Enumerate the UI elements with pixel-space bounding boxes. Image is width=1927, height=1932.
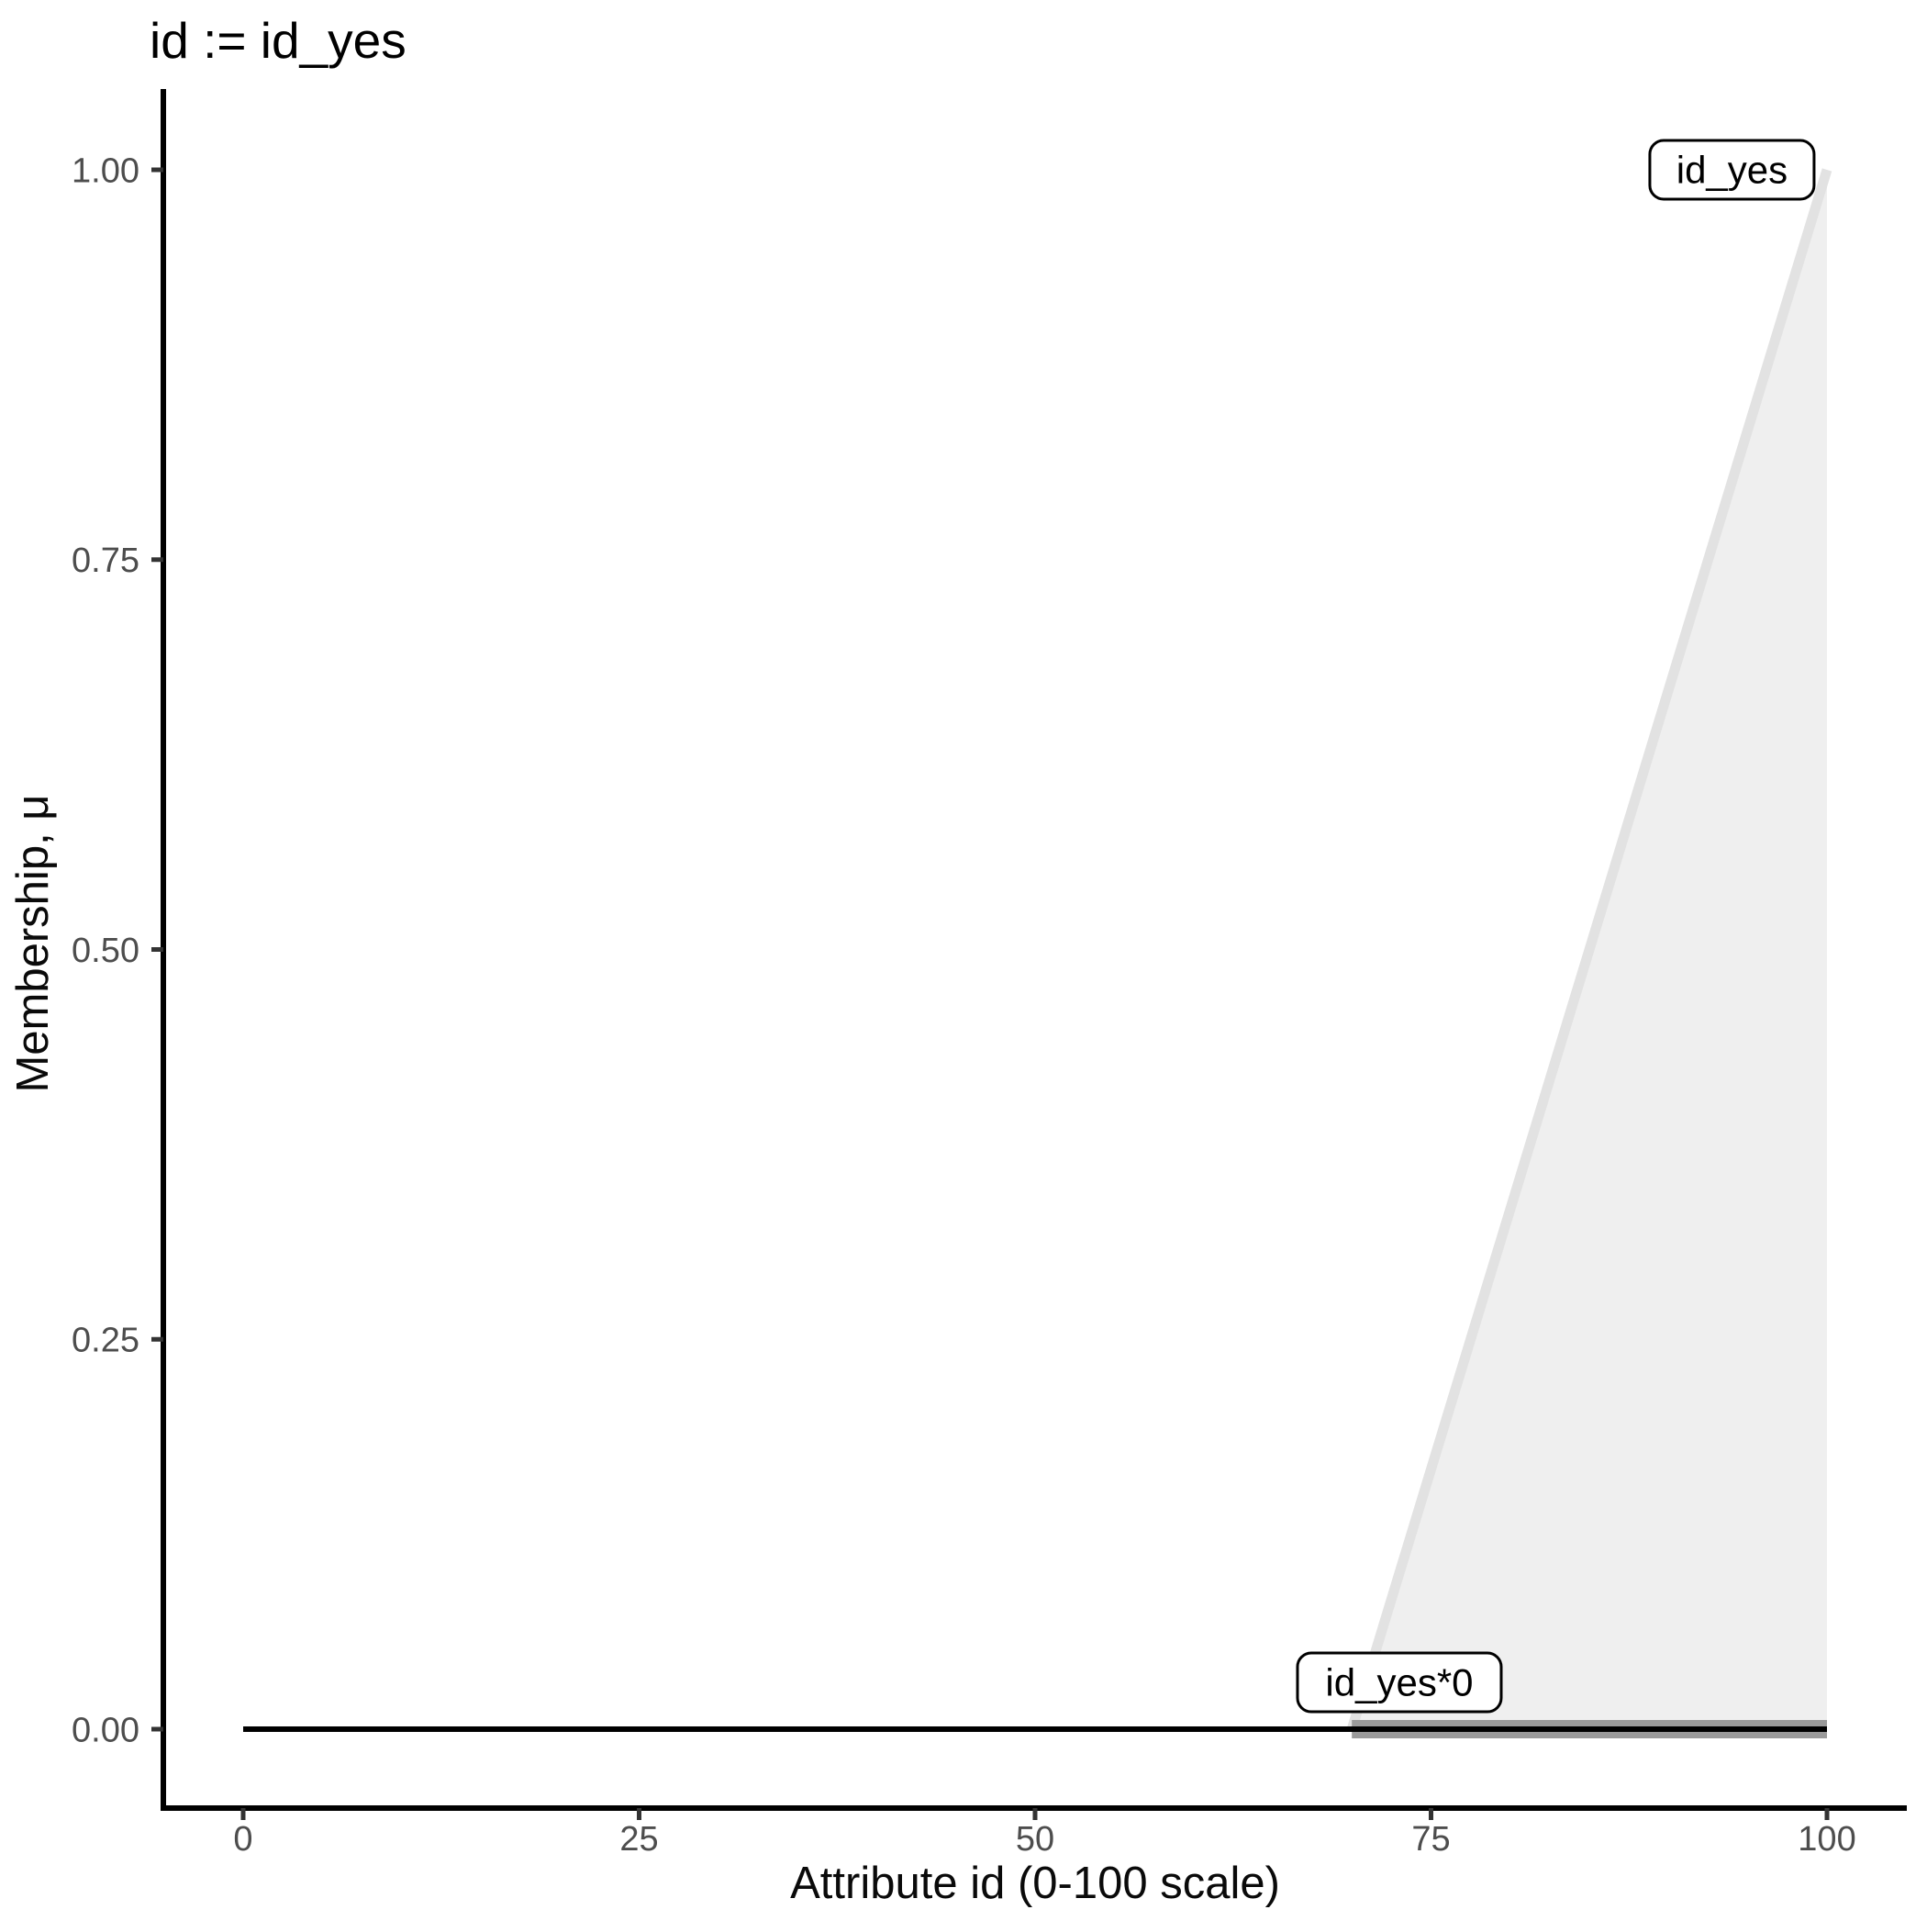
series-line-id_yes: [1346, 168, 1832, 1731]
x-tick-label-0: 0: [233, 1820, 252, 1859]
annotation-box-id_yes: [1648, 139, 1816, 201]
annotation-label-id_yes*0: id_yes*0: [1325, 1661, 1473, 1704]
y-tick-label-0.00: 0.00: [72, 1711, 139, 1749]
y-tick-label-1.00: 1.00: [72, 151, 139, 190]
x-tick-label-100: 100: [1798, 1820, 1855, 1859]
series-layer: [243, 168, 1832, 1738]
y-axis-label: Membership, μ: [8, 794, 58, 1092]
annotation-label-id_yes: id_yes: [1676, 149, 1788, 192]
y-tick-label-0.75: 0.75: [72, 542, 139, 580]
x-tick-label-25: 25: [619, 1820, 658, 1859]
x-tick-label-50: 50: [1016, 1820, 1054, 1859]
y-tick-label-0.25: 0.25: [72, 1322, 139, 1360]
annotation-box-id_yes*0: [1296, 1651, 1503, 1714]
plot-title: id := id_yes: [150, 12, 407, 69]
x-tick-label-75: 75: [1411, 1820, 1450, 1859]
tick-layer: 0 25 50 75 100 0.00 0.25 0.50 0.75 1.00: [72, 151, 1856, 1859]
x-axis-label: Attribute id (0-100 scale): [790, 1859, 1280, 1908]
annotation-layer: id_yes id_yes*0: [1296, 139, 1816, 1714]
y-tick-label-0.50: 0.50: [72, 932, 139, 970]
